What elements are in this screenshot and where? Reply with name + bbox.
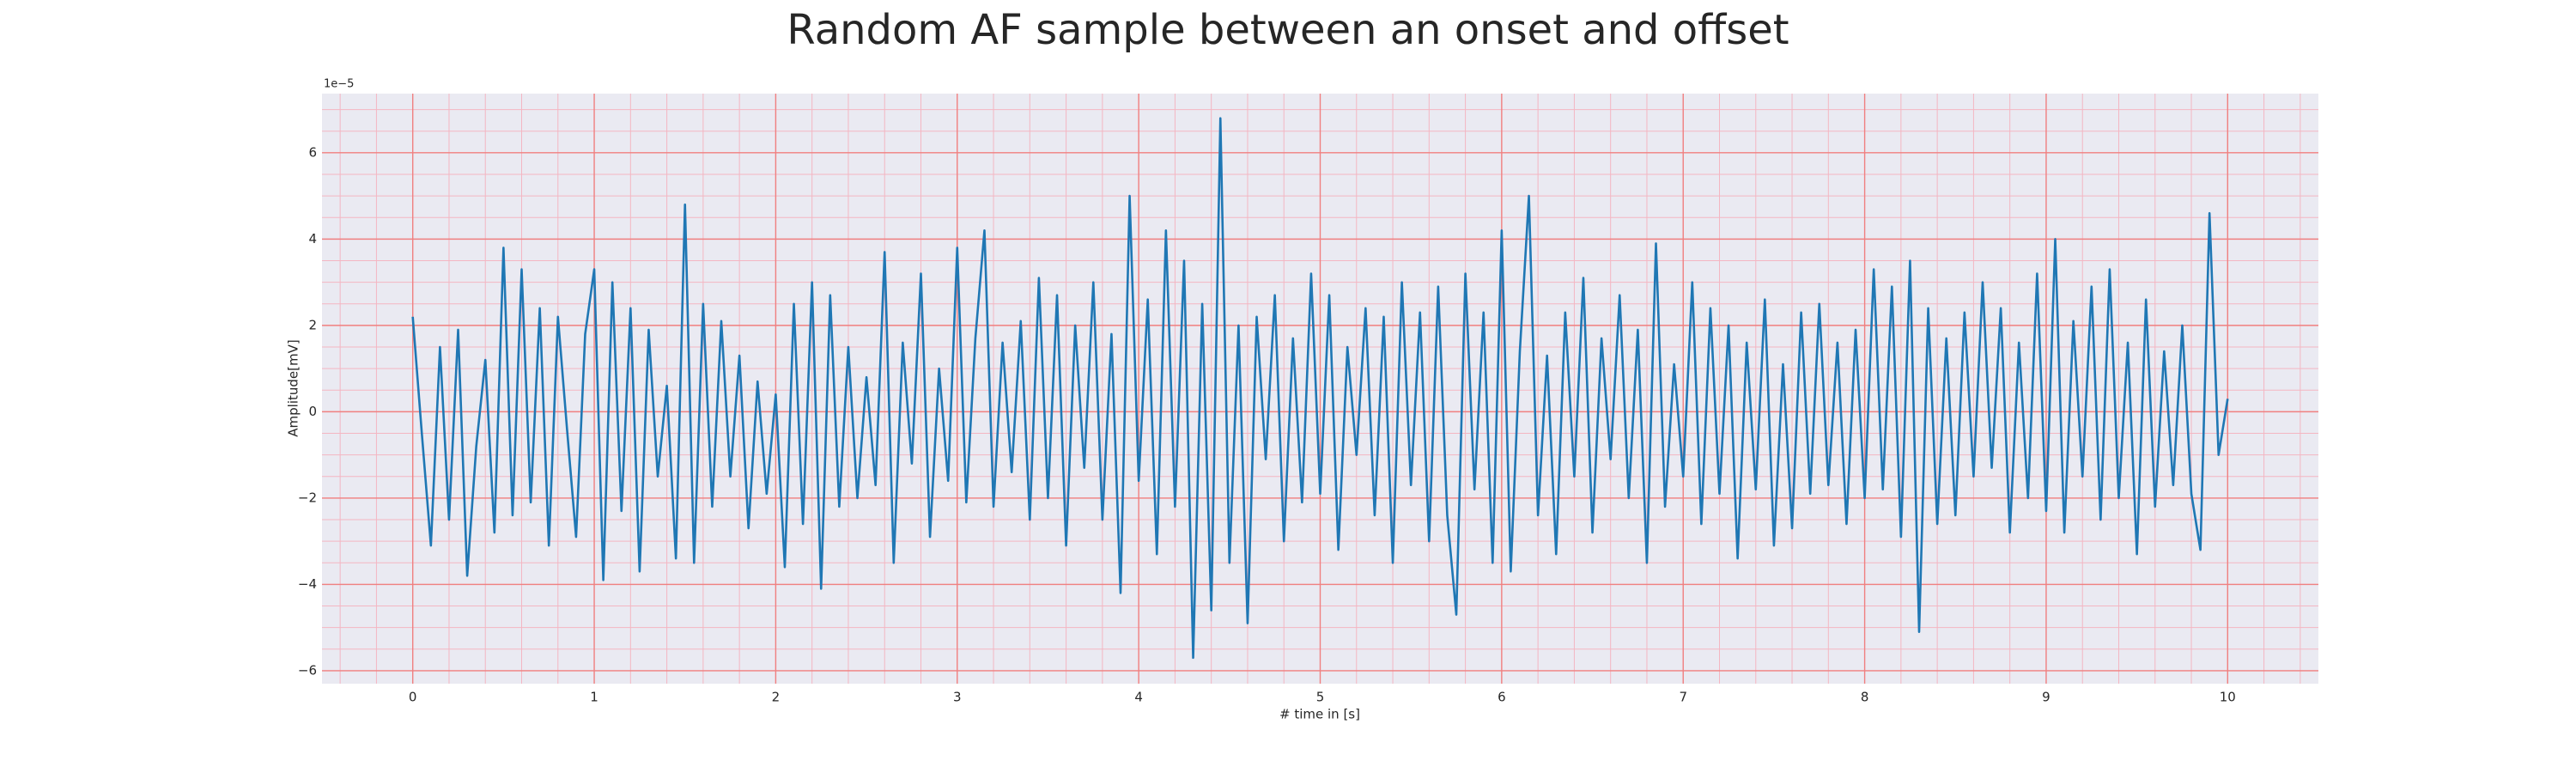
y-tick-label: 2	[308, 317, 317, 332]
y-tick-label: −4	[298, 576, 317, 592]
x-tick-label: 7	[1679, 690, 1687, 705]
x-tick-label: 8	[1861, 690, 1869, 705]
x-tick-label: 3	[953, 690, 962, 705]
y-tick-label: 6	[308, 144, 317, 160]
y-tick-label: 0	[308, 404, 317, 419]
signal-line	[411, 117, 2229, 660]
y-offset-label: 1e−5	[324, 78, 354, 91]
chart-title: Random AF sample between an onset and of…	[787, 6, 1789, 54]
y-tick-label: 4	[308, 231, 317, 247]
x-tick-label: 10	[2220, 690, 2236, 705]
y-axis-label: Amplitude[mV]	[286, 339, 301, 436]
x-tick-label: 2	[772, 690, 781, 705]
x-tick-label: 5	[1316, 690, 1325, 705]
x-tick-label: 0	[409, 690, 417, 705]
x-tick-label: 4	[1134, 690, 1143, 705]
y-tick-label: −2	[298, 490, 317, 505]
x-tick-label: 9	[2042, 690, 2050, 705]
x-tick-label: 1	[590, 690, 598, 705]
x-tick-label: 6	[1498, 690, 1506, 705]
y-tick-label: −6	[298, 662, 317, 678]
x-axis-label: # time in [s]	[1279, 707, 1360, 722]
